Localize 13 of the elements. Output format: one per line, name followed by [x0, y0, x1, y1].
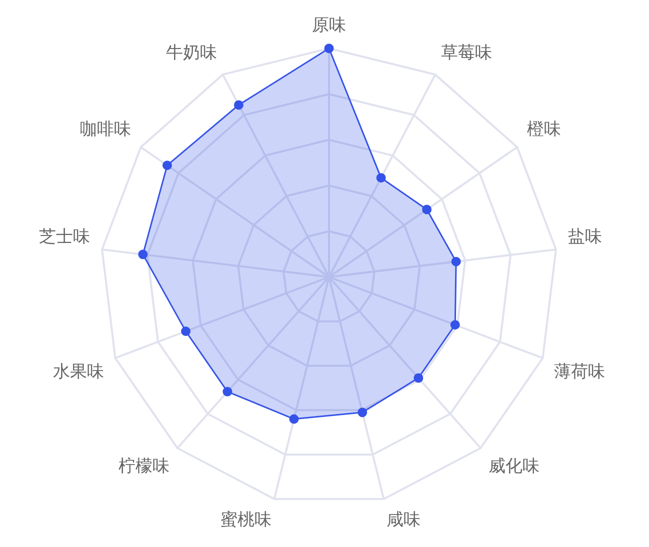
spoke-label: 盐味	[568, 227, 602, 248]
spoke-label: 蜜桃味	[220, 510, 272, 530]
spoke-label: 原味	[312, 16, 346, 36]
spoke-label: 咖啡味	[80, 120, 131, 140]
spoke-label: 咸味	[386, 510, 421, 530]
spoke-label: 柠檬味	[118, 456, 170, 477]
spoke-label: 橙味	[527, 120, 562, 140]
spoke-label: 牛奶味	[166, 43, 218, 64]
spoke-label: 草莓味	[440, 43, 492, 64]
spoke-label: 芝士味	[39, 227, 90, 248]
spoke-label: 薄荷味	[554, 362, 605, 382]
spoke-label: 威化味	[488, 456, 540, 477]
spoke-label: 水果味	[53, 362, 104, 382]
